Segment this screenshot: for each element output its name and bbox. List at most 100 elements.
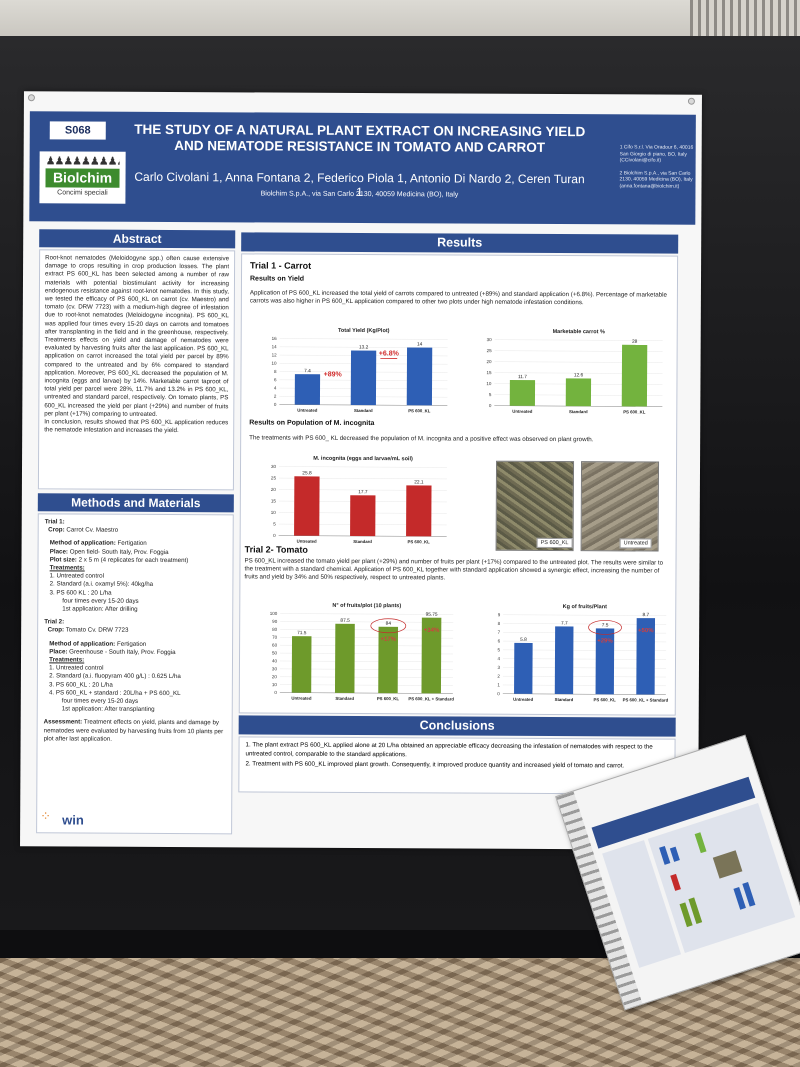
annotation: +17% <box>380 637 396 643</box>
category-label: PS 600_KL <box>408 539 431 544</box>
bar <box>334 623 355 693</box>
fruits-number-chart: N° of fruits/plot (10 plants) 0 10 20 30 40 50… <box>262 599 458 705</box>
gridline <box>280 613 454 615</box>
tick-label: 12 <box>272 353 278 358</box>
tick-label: 6 <box>498 639 501 644</box>
category-label: PS 600_KL + Standard <box>623 697 669 702</box>
trial1-crop-label: Crop: <box>48 526 65 534</box>
data-label: 25.8 <box>302 470 312 476</box>
tick-label: 40 <box>272 658 278 663</box>
tick-label: 20 <box>271 487 277 492</box>
tick-label: 70 <box>272 635 278 640</box>
data-label: 17.7 <box>358 489 368 495</box>
tick-label: 0 <box>274 402 277 407</box>
poster-header: S068 ♟♟♟♟♟♟♟♟♟ Biolchim Concimi speciali… <box>29 111 696 225</box>
affiliation-note-1: 1 Cifo S.r.l. Via Oradour 6, 40016 San G… <box>619 144 694 164</box>
trial2-crop-label: Crop: <box>47 626 65 634</box>
chart-title: Total Yield (Kg/Plot) <box>338 328 390 334</box>
tick-label: 20 <box>272 674 278 679</box>
trial1-treatment: 3. PS 600 KL : 20 L/ha <box>49 588 112 597</box>
results-box: Trial 1 - Carrot Results on Yield Applic… <box>238 253 679 716</box>
tick-label: 0 <box>274 690 277 695</box>
trial2-method-label: Method of application: <box>49 640 116 648</box>
data-label: 12.6 <box>574 372 584 378</box>
bar <box>636 618 656 695</box>
tick-label: 5 <box>273 522 276 527</box>
trial2-treatment: 3. PS 600_KL : 20 L/ha <box>49 681 113 689</box>
trial1-place: Open field- South Italy, Prov. Foggia <box>69 548 169 556</box>
trial2-method: Fertigation <box>116 640 147 648</box>
category-label: Untreated <box>512 409 532 414</box>
photo-untreated-label: Untreated <box>619 538 652 549</box>
logo-subtitle: Concimi speciali <box>57 189 108 197</box>
data-label: 95.75 <box>426 612 438 618</box>
people-figures-icon: ♟♟♟♟♟♟♟♟♟ <box>45 155 120 168</box>
category-label: PS 600_KL + Standard <box>408 696 454 701</box>
tick-label: 20 <box>487 359 493 364</box>
tick-label: 3 <box>497 665 500 670</box>
bar <box>378 626 399 694</box>
bar <box>406 485 432 537</box>
category-label: Untreated <box>513 697 533 702</box>
photo-ps600: PS 600_KL <box>495 460 575 552</box>
poster-code: S068 <box>49 121 106 140</box>
tick-label: 0 <box>497 691 500 696</box>
chart-title: N° of fruits/plot (10 plants) <box>332 603 401 609</box>
tick-label: 2 <box>497 674 500 679</box>
trial1-plot-label: Plot size: <box>49 556 77 564</box>
trial2-treatment: 1st application: After transplanting <box>61 705 155 714</box>
trial1-heading: Trial 1 - Carrot <box>250 260 312 271</box>
category-label: PS 600_KL <box>594 697 617 702</box>
yield-heading: Results on Yield <box>249 275 305 283</box>
tick-label: 90 <box>272 619 278 624</box>
affiliation-note-2: 2 Biolchim S.p.A., via San Carlo 2130, 4… <box>619 169 693 190</box>
annotation: +29% <box>597 638 613 644</box>
conclusion-item: 2. Treatment with PS 600_KL improved pla… <box>245 760 625 770</box>
tick-label: 9 <box>498 612 501 617</box>
tick-label: 2 <box>274 394 277 399</box>
trial1-method-label: Method of application: <box>49 539 116 548</box>
population-heading: Results on Population of M. incognita <box>249 419 375 428</box>
tick-label: 8 <box>274 369 277 374</box>
population-text: The treatments with PS 600_ KL decreased… <box>249 434 594 444</box>
data-label: 8.7 <box>643 612 650 618</box>
annotation: +34% <box>424 628 440 634</box>
tick-label: 10 <box>272 361 278 366</box>
tick-label: 10 <box>486 381 492 386</box>
data-label: 71.5 <box>297 630 307 636</box>
trial2-treatments-label: Treatments: <box>49 656 85 664</box>
data-label: 7.4 <box>304 368 311 374</box>
gridline <box>279 338 448 340</box>
category-label: Standard <box>569 409 588 414</box>
data-label: 22.1 <box>414 479 424 485</box>
yield-text: Application of PS 600_KL increased the t… <box>249 289 667 307</box>
tick-label: 4 <box>497 656 500 661</box>
trial1-treatment: 2. Standard (a.i. oxamyl 5%): 40kg/ha <box>49 580 154 589</box>
trial2-place-label: Place: <box>49 648 68 656</box>
category-label: Untreated <box>291 696 311 701</box>
bar <box>421 617 442 694</box>
data-label: 28 <box>632 339 638 345</box>
trial1-crop: Carrot Cv. Maestro <box>66 526 119 534</box>
win-logo-text: win <box>62 812 84 828</box>
abstract-text: Root-knot nematodes (Meloidogyne spp.) o… <box>44 254 230 418</box>
tick-label: 7 <box>498 630 501 635</box>
chart-title: Marketable carrot % <box>553 329 605 335</box>
gridline <box>494 339 663 341</box>
trial2-place: Greenhouse - South Italy, Prov. Foggia <box>69 648 176 656</box>
bar <box>294 374 321 405</box>
bar <box>294 476 320 536</box>
abstract-heading: Abstract <box>39 229 236 249</box>
chart-title: M. incognita (eggs and larvae/mL soil) <box>313 456 413 463</box>
affiliation-notes: 1 Cifo S.r.l. Via Oradour 6, 40016 San G… <box>619 144 693 195</box>
bar <box>565 378 592 407</box>
win-logo: ⁘ win <box>40 806 110 832</box>
category-label: Standard <box>555 697 574 702</box>
dots-icon: ⁘ <box>40 808 52 824</box>
logo-name: Biolchim <box>45 168 120 188</box>
highlight-circle <box>370 618 407 634</box>
trial2-text: PS 600_KL increased the tomato yield per… <box>244 557 664 582</box>
trial1-place-label: Place: <box>49 547 68 556</box>
marketable-carrot-chart: Marketable carrot % 0 5 10 15 20 25 30 11.7 Untre… <box>476 326 666 419</box>
tick-label: 10 <box>271 510 277 515</box>
